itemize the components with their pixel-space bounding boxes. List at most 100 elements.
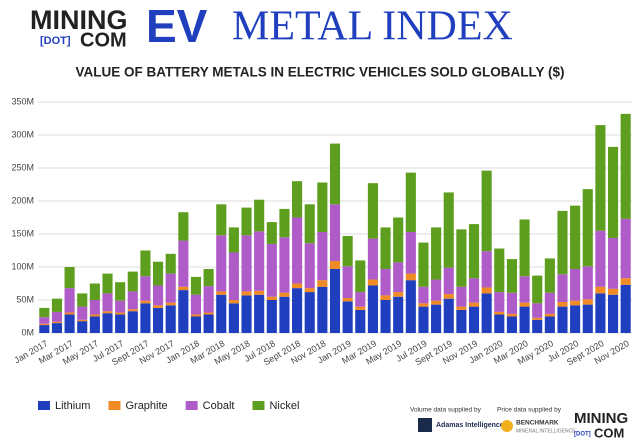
- bar-segment: [456, 306, 467, 310]
- bar-segment: [607, 237, 619, 289]
- bar-segment: [570, 205, 581, 269]
- bar-segment: [570, 305, 581, 333]
- y-tick-label: 250M: [11, 162, 34, 172]
- bar-segment: [39, 317, 50, 324]
- bar-segment: [228, 300, 239, 304]
- bar-segment: [582, 266, 593, 300]
- bar-segment: [342, 298, 353, 302]
- bar-segment: [481, 251, 492, 288]
- bar-segment: [380, 268, 391, 296]
- bar-segment: [456, 229, 467, 287]
- bar-segment: [77, 306, 88, 320]
- bar-segment: [393, 292, 404, 297]
- bar-segment: [165, 305, 176, 333]
- bar-segment: [468, 278, 480, 303]
- bar-segment: [329, 268, 341, 333]
- legend-swatch: [108, 401, 121, 410]
- bar-segment: [216, 235, 227, 292]
- y-tick-label: 100M: [11, 261, 34, 271]
- bar-segment: [77, 293, 88, 307]
- bar-segment: [468, 224, 480, 279]
- bar-segment: [190, 294, 202, 315]
- bar-segment: [279, 208, 290, 238]
- credit-icon: [418, 418, 432, 432]
- bar-segment: [203, 286, 214, 313]
- credit-text: Price data supplied by: [497, 407, 562, 414]
- bar-segment: [380, 300, 391, 333]
- bar-segment: [127, 271, 138, 292]
- bar-segment: [405, 232, 416, 274]
- bar-segment: [51, 311, 63, 322]
- bar-segment: [228, 227, 239, 253]
- bar-segment: [292, 283, 303, 289]
- bar-segment: [494, 314, 505, 333]
- bar-segment: [279, 296, 290, 333]
- bar-segment: [165, 253, 176, 274]
- bar-segment: [557, 210, 568, 275]
- bar-segment: [127, 291, 138, 310]
- bar-segment: [342, 301, 353, 333]
- logo-brand: MINING: [574, 410, 628, 427]
- bar-segment: [393, 296, 404, 333]
- bar-segment: [317, 182, 328, 233]
- legend-label: Graphite: [125, 400, 167, 412]
- logo-dot: [DOT]: [40, 35, 71, 47]
- bar-segment: [456, 286, 467, 307]
- bar-segment: [228, 303, 239, 333]
- bar-segment: [254, 294, 265, 333]
- bar-segment: [102, 311, 113, 314]
- bar-segment: [494, 292, 505, 312]
- bar-segment: [519, 302, 530, 307]
- bar-segment: [254, 290, 265, 295]
- bar-segment: [153, 261, 164, 286]
- bar-segment: [292, 288, 303, 333]
- bar-segment: [570, 300, 581, 306]
- bar-segment: [418, 286, 429, 304]
- bar-segment: [77, 321, 88, 333]
- bar-segment: [431, 227, 442, 280]
- bar-segment: [557, 306, 568, 333]
- bar-segment: [431, 304, 442, 333]
- bar-segment: [557, 274, 568, 302]
- bar-segment: [51, 298, 63, 312]
- bar-segment: [153, 285, 164, 306]
- bar-segment: [456, 309, 467, 333]
- bar-segment: [519, 219, 530, 277]
- bar-segment: [279, 292, 290, 297]
- bar-segment: [279, 237, 290, 293]
- bar-segment: [89, 283, 100, 300]
- bar-segment: [544, 313, 555, 317]
- bar-segment: [329, 204, 341, 262]
- bar-segment: [102, 273, 113, 294]
- bar-segment: [254, 231, 265, 291]
- bar-segment: [544, 292, 555, 314]
- credit-text: Volume data supplied by: [410, 407, 482, 414]
- bar-segment: [115, 314, 126, 333]
- bar-segment: [405, 172, 416, 233]
- bar-segment: [241, 235, 252, 292]
- bar-segment: [304, 204, 315, 244]
- bar-segment: [165, 273, 176, 303]
- bar-segment: [153, 305, 164, 308]
- bar-segment: [39, 323, 50, 326]
- bar-segment: [443, 298, 454, 333]
- bar-segment: [393, 217, 404, 263]
- bar-segment: [89, 300, 100, 315]
- bar-segment: [102, 293, 113, 312]
- bar-segment: [266, 296, 277, 300]
- y-tick-label: 50M: [16, 294, 34, 304]
- bar-segment: [418, 303, 429, 307]
- bar-segment: [532, 317, 543, 320]
- bar-segment: [64, 312, 75, 315]
- bar-segment: [607, 288, 619, 295]
- bar-segment: [443, 267, 454, 295]
- legend-swatch: [252, 401, 265, 410]
- bar-segment: [266, 222, 277, 244]
- y-tick-label: 200M: [11, 195, 34, 205]
- credit-source: Adamas Intelligence: [436, 422, 504, 429]
- bar-segment: [127, 311, 138, 333]
- bar-segment: [506, 316, 517, 333]
- bar-segment: [355, 260, 366, 293]
- bar-segment: [39, 307, 50, 318]
- bar-segment: [544, 258, 555, 293]
